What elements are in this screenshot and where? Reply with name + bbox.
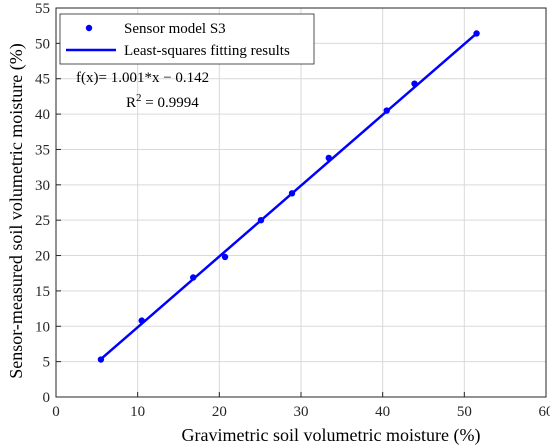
x-tick-label: 10	[130, 404, 145, 420]
y-tick-label: 5	[43, 355, 51, 371]
data-point	[190, 274, 197, 281]
data-point	[473, 30, 480, 37]
data-point	[138, 317, 145, 324]
legend-box	[59, 13, 315, 65]
r-squared-value: = 0.9994	[142, 95, 200, 111]
y-axis-label: Sensor-measured soil volumetric moisture…	[6, 43, 27, 379]
y-tick-label: 0	[43, 390, 51, 406]
y-tick-label: 10	[35, 319, 50, 335]
x-tick-label: 20	[212, 404, 227, 420]
legend-entry-scatter: Sensor model S3	[124, 21, 226, 37]
data-point	[383, 107, 390, 114]
data-point	[411, 80, 418, 87]
y-tick-label: 25	[35, 213, 50, 229]
x-axis-label: Gravimetric soil volumetric moisture (%)	[182, 425, 481, 446]
legend-marker-scatter	[85, 24, 93, 32]
r-squared-annotation: R2 = 0.9994	[126, 92, 199, 111]
x-tick-label: 50	[457, 404, 472, 420]
fit-line	[99, 32, 478, 361]
y-tick-label: 20	[35, 249, 50, 265]
data-point	[257, 216, 265, 224]
y-tick-label: 40	[35, 107, 50, 123]
legend-entry-line: Least-squares fitting results	[124, 43, 290, 59]
series-layer	[97, 30, 480, 363]
r-squared-symbol: R	[126, 95, 136, 111]
fit-equation: f(x)= 1.001*x − 0.142	[76, 70, 209, 86]
x-tick-label: 60	[539, 404, 550, 420]
y-tick-label: 50	[35, 36, 50, 52]
y-tick-label: 15	[35, 284, 50, 300]
data-point	[288, 190, 296, 197]
x-tick-label: 30	[294, 404, 309, 420]
data-point	[221, 253, 229, 261]
y-tick-label: 55	[35, 1, 50, 17]
y-tick-label: 35	[35, 142, 50, 158]
data-point	[325, 154, 332, 162]
y-tick-label: 45	[35, 72, 50, 88]
y-tick-label: 30	[35, 178, 50, 194]
x-tick-label: 40	[375, 404, 390, 420]
legend: Sensor model S3 Least-squares fitting re…	[59, 13, 315, 65]
x-tick-label: 0	[52, 404, 60, 420]
r-squared-exponent: 2	[136, 92, 142, 104]
axis-ticks: 0 10 20 30 40 50 60 0 5 10 15 20 25 30 35 40 45 50 55	[35, 1, 550, 420]
data-point	[97, 356, 105, 363]
